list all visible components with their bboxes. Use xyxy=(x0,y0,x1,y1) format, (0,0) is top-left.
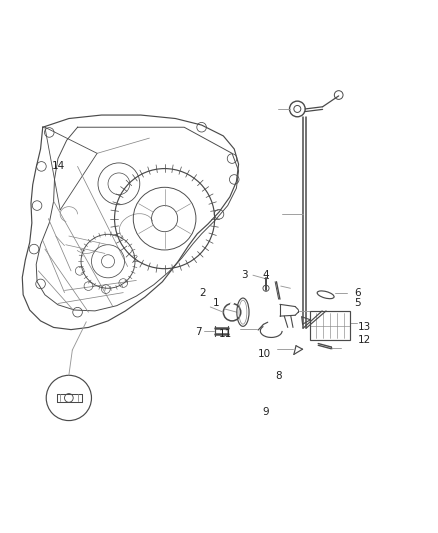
Text: 1: 1 xyxy=(212,298,219,309)
Text: 14: 14 xyxy=(51,161,65,172)
Text: 13: 13 xyxy=(358,322,371,333)
Text: 5: 5 xyxy=(354,298,360,309)
Text: 3: 3 xyxy=(240,270,247,280)
Text: 6: 6 xyxy=(354,288,360,297)
Text: 8: 8 xyxy=(276,371,282,381)
Text: 7: 7 xyxy=(195,327,201,337)
Text: 2: 2 xyxy=(199,288,206,297)
Text: 10: 10 xyxy=(258,349,271,359)
Text: 4: 4 xyxy=(262,270,269,280)
Text: 9: 9 xyxy=(262,407,269,417)
Text: 12: 12 xyxy=(358,335,371,345)
Text: 11: 11 xyxy=(219,329,232,339)
